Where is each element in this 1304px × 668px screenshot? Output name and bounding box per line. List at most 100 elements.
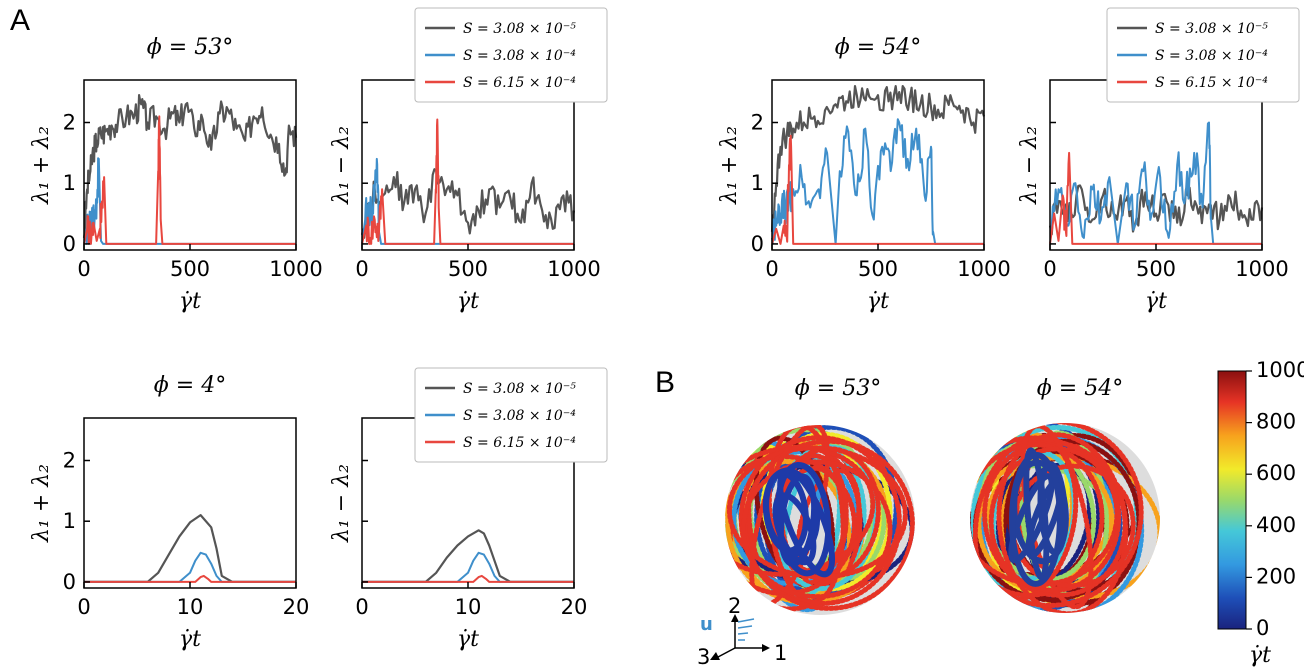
series-line-1 bbox=[362, 551, 574, 583]
series-line-0 bbox=[82, 93, 298, 239]
trajectory bbox=[726, 445, 908, 580]
legend-label-2: S = 6.15 × 10⁻⁴ bbox=[463, 75, 576, 91]
chart-1: 0 500 1000 γ̇t λ₁ − λ₂ bbox=[329, 79, 601, 314]
legend-box bbox=[414, 7, 608, 103]
chart-4: 0 10 20 0 1 2 γ̇t λ₁ + λ₂ ϕ = 4° bbox=[29, 373, 309, 652]
axes-triad: 1 2 3 u bbox=[697, 594, 787, 668]
colorbar-tick-label: 800 bbox=[1256, 410, 1296, 434]
x-tick-label: 1000 bbox=[547, 257, 600, 281]
legend-1: S = 3.08 × 10⁻⁵ S = 3.08 × 10⁻⁴ S = 6.15 ×… bbox=[1106, 7, 1300, 103]
x-tick-label: 0 bbox=[77, 257, 90, 281]
trajectory bbox=[740, 459, 893, 600]
x-tick-label: 1000 bbox=[957, 257, 1010, 281]
panel-label-a: A bbox=[10, 4, 30, 37]
legend-label-1: S = 3.08 × 10⁻⁴ bbox=[463, 408, 576, 424]
x-tick-label: 1000 bbox=[1235, 257, 1288, 281]
legend-label-1: S = 3.08 × 10⁻⁴ bbox=[1155, 48, 1268, 64]
legend-label-2: S = 6.15 × 10⁻⁴ bbox=[1155, 75, 1268, 91]
series-line-1 bbox=[84, 551, 296, 583]
series-line-1 bbox=[1049, 121, 1262, 245]
series-line-1 bbox=[83, 157, 296, 245]
legend-0: S = 3.08 × 10⁻⁵ S = 3.08 × 10⁻⁴ S = 6.15 ×… bbox=[414, 7, 608, 103]
x-tick-label: 0 bbox=[355, 257, 368, 281]
y-axis-label: λ₁ + λ₂ bbox=[29, 464, 54, 543]
chart-2: 0 500 1000 0 1 2 γ̇t λ₁ + λ₂ ϕ = 54° bbox=[717, 35, 1011, 314]
axes-frame bbox=[1049, 79, 1263, 251]
chart-title: ϕ = 4° bbox=[154, 373, 226, 398]
chart-5: 0 10 20 γ̇t λ₁ − λ₂ bbox=[329, 417, 588, 652]
trajectory-core bbox=[777, 467, 836, 578]
x-axis-label: γ̇t bbox=[1145, 289, 1167, 314]
series-line-0 bbox=[770, 84, 986, 232]
y-axis-label: λ₁ − λ₂ bbox=[329, 126, 354, 205]
y-tick-label: 1 bbox=[751, 171, 764, 195]
y-tick-label: 1 bbox=[63, 509, 76, 533]
y-tick-label: 0 bbox=[751, 232, 764, 256]
x-tick-label: 20 bbox=[561, 595, 588, 619]
series-line-1 bbox=[361, 157, 574, 245]
panel-b: ϕ = 53° ϕ = 54° 1 2 3 u bbox=[697, 358, 1304, 668]
legend-box bbox=[414, 367, 608, 463]
x-tick-label: 0 bbox=[765, 257, 778, 281]
sphere-53 bbox=[725, 425, 915, 615]
x-axis-label: γ̇t bbox=[179, 627, 201, 652]
trajectory bbox=[970, 423, 1144, 608]
colorbar-tick-label: 0 bbox=[1256, 616, 1269, 640]
legend-box bbox=[1106, 7, 1300, 103]
legend-label-1: S = 3.08 × 10⁻⁴ bbox=[463, 48, 576, 64]
series-line-2 bbox=[362, 574, 574, 583]
legend-label-0: S = 3.08 × 10⁻⁵ bbox=[1155, 21, 1268, 37]
x-tick-label: 500 bbox=[448, 257, 488, 281]
chart-3: 0 500 1000 γ̇t λ₁ − λ₂ bbox=[1017, 79, 1289, 314]
y-axis-label: λ₁ − λ₂ bbox=[329, 464, 354, 543]
axes-frame bbox=[83, 417, 297, 589]
x-axis-label: γ̇t bbox=[457, 289, 479, 314]
colorbar-tick-label: 1000 bbox=[1256, 358, 1304, 382]
x-tick-label: 500 bbox=[858, 257, 898, 281]
y-tick-label: 0 bbox=[63, 570, 76, 594]
x-tick-label: 10 bbox=[455, 595, 482, 619]
legend-label-0: S = 3.08 × 10⁻⁵ bbox=[463, 381, 576, 397]
y-axis-label: λ₁ + λ₂ bbox=[29, 126, 54, 205]
trajectory-core bbox=[1009, 451, 1063, 587]
y-tick-label: 2 bbox=[63, 111, 76, 135]
x-tick-label: 0 bbox=[1043, 257, 1056, 281]
legends: S = 3.08 × 10⁻⁵ S = 3.08 × 10⁻⁴ S = 6.15 ×… bbox=[414, 7, 1300, 463]
legend-label-0: S = 3.08 × 10⁻⁵ bbox=[463, 21, 576, 37]
sphere-54 bbox=[970, 423, 1160, 613]
trajectory-core bbox=[772, 492, 817, 566]
y-tick-label: 2 bbox=[751, 111, 764, 135]
x-tick-label: 0 bbox=[355, 595, 368, 619]
colorbar-tick-label: 200 bbox=[1256, 564, 1296, 588]
chart-title: ϕ = 53° bbox=[147, 35, 233, 60]
chart-0: 0 500 1000 0 1 2 γ̇t λ₁ + λ₂ ϕ = 53° bbox=[29, 35, 323, 314]
series-line-0 bbox=[360, 168, 576, 239]
colorbar-tick-label: 600 bbox=[1256, 461, 1296, 485]
series-line-1 bbox=[771, 118, 984, 245]
x-tick-label: 20 bbox=[283, 595, 310, 619]
x-tick-label: 500 bbox=[170, 257, 210, 281]
axis-1-label: 1 bbox=[774, 641, 787, 665]
chart-title: ϕ = 54° bbox=[835, 35, 921, 60]
y-axis-label: λ₁ + λ₂ bbox=[717, 126, 742, 205]
y-tick-label: 2 bbox=[63, 449, 76, 473]
y-tick-label: 0 bbox=[63, 232, 76, 256]
series-line-2 bbox=[84, 574, 296, 583]
series-line-0 bbox=[84, 513, 296, 584]
trajectory-core bbox=[1008, 473, 1055, 564]
series-line-2 bbox=[771, 134, 984, 245]
sphere-title-54: ϕ = 54° bbox=[1037, 376, 1123, 401]
series-line-2 bbox=[83, 115, 296, 245]
x-tick-label: 1000 bbox=[269, 257, 322, 281]
axis-2-label: 2 bbox=[728, 594, 741, 618]
shear-arrows-icon bbox=[737, 618, 755, 641]
x-tick-label: 500 bbox=[1136, 257, 1176, 281]
series-line-2 bbox=[1049, 151, 1262, 245]
u-label: u bbox=[700, 614, 713, 635]
series-line-2 bbox=[361, 118, 574, 245]
series-line-0 bbox=[362, 529, 574, 584]
axes-frame bbox=[83, 79, 297, 251]
y-axis-label: λ₁ − λ₂ bbox=[1017, 126, 1042, 205]
x-tick-label: 10 bbox=[177, 595, 204, 619]
axis-3-label: 3 bbox=[697, 645, 710, 668]
